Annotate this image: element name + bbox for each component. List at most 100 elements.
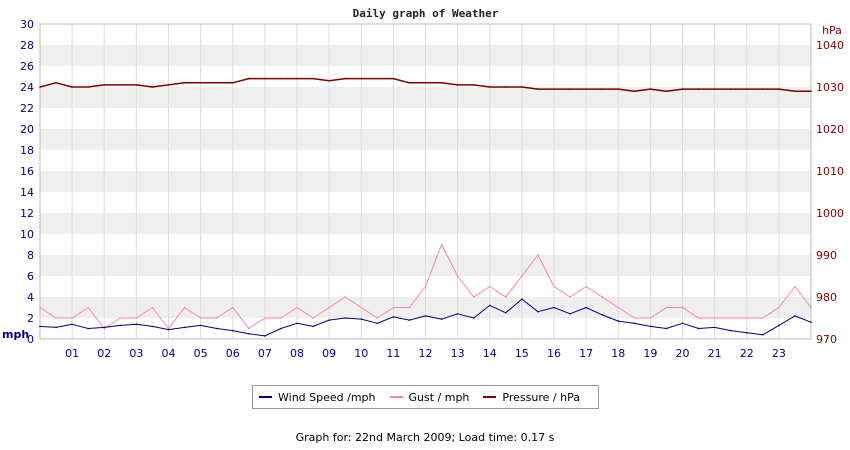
wind-speed-point [135,323,138,326]
gust-point [135,317,138,319]
wind-speed-point [553,306,555,309]
wind-speed-point [71,323,73,326]
gust-point [794,285,796,288]
wind-speed-point [762,334,764,336]
pressure-point [151,86,154,88]
gust-point [424,285,427,288]
pressure-point [456,84,459,86]
wind-speed-point [183,326,186,329]
gust-point [232,306,234,309]
pressure-point [569,88,571,90]
wind-speed-point [537,310,539,313]
right-tick-label: 1010 [816,165,844,178]
left-tick-label: 20 [20,123,34,136]
pressure-point [649,88,652,90]
x-tick-label: 05 [194,347,208,360]
series-layer [39,77,812,337]
gust-point [665,306,668,309]
pressure-point [697,88,700,90]
pressure-point [215,82,218,84]
wind-speed-point [633,322,636,325]
wind-speed-point [794,315,796,317]
x-tick-label: 08 [290,347,304,360]
weather-chart: Daily graph of Weather mph hPa 024681012… [2,7,844,360]
pressure-point [39,86,41,88]
pressure-point [135,84,138,86]
left-tick-label: 18 [20,144,34,157]
pressure-point [505,86,507,88]
pressure-point [601,88,603,90]
x-tick-label: 18 [611,347,625,360]
wind-speed-point [376,322,379,325]
wind-speed-point [55,326,57,329]
gust-point [601,296,603,298]
pressure-point [794,90,796,92]
gust-point [505,296,507,298]
pressure-point [633,90,636,92]
legend-item-gust: Gust / mph [389,391,469,404]
left-axis-unit: mph [2,328,29,341]
x-tick-label: 16 [547,347,561,360]
x-tick-label: 17 [579,347,593,360]
right-tick-label: 980 [816,291,837,304]
wind-speed-point [601,314,603,316]
gust-point [55,317,57,319]
left-tick-label: 8 [27,249,34,262]
gust-point [199,317,202,319]
pressure-point [232,82,234,84]
wind-speed-point [103,326,106,329]
chart-legend: Wind Speed /mph Gust / mph Pressure / hP… [252,385,599,409]
pressure-point [424,82,427,84]
left-tick-label: 10 [20,228,34,241]
pressure-point [103,84,106,86]
pressure-point [280,77,282,80]
gust-point [344,296,347,298]
wind-speed-point [119,324,122,327]
wind-speed-point [569,313,571,315]
gust-point [87,306,89,309]
wind-speed-point [505,312,507,314]
gust-point [376,317,379,319]
pressure-point [617,88,620,90]
gust-point [489,285,491,288]
x-tick-label: 07 [258,347,272,360]
pressure-point [360,77,363,80]
pressure-point [489,86,491,88]
gust-point [360,306,363,309]
right-tick-label: 1030 [816,81,844,94]
gust-point [553,285,555,288]
gust-point [729,317,732,319]
gust-point [183,306,186,309]
wind-speed-point [232,329,234,332]
legend-label-pressure: Pressure / hPa [502,390,580,404]
wind-speed-point [39,325,41,328]
wind-speed-point [713,326,716,329]
wind-speed-point [328,319,330,321]
pressure-point [665,90,668,92]
pressure-point [778,88,780,90]
wind-speed-point [665,327,668,330]
gust-point [681,306,684,309]
left-tick-label: 2 [27,312,34,325]
pressure-point [810,90,812,92]
gust-point [392,306,395,309]
pressure-point [585,88,587,90]
left-tick-label: 26 [20,60,34,73]
x-tick-label: 02 [97,347,111,360]
right-axis-ticks: 970 980 990 1000 1010 1020 1030 1040 [816,39,844,346]
wind-speed-point [424,315,427,317]
wind-speed-point [778,324,780,327]
gust-point [280,317,282,319]
x-tick-label: 22 [740,347,754,360]
pressure-point [376,77,379,80]
wind-speed-point [408,319,411,321]
x-tick-label: 11 [386,347,400,360]
pressure-point [713,88,716,90]
pressure-point [119,84,122,86]
pressure-point [248,77,250,80]
plot-frame [39,23,812,340]
wind-speed-point [617,320,620,322]
gust-point [248,327,250,330]
gust-point [617,306,620,309]
x-tick-label: 14 [483,347,497,360]
